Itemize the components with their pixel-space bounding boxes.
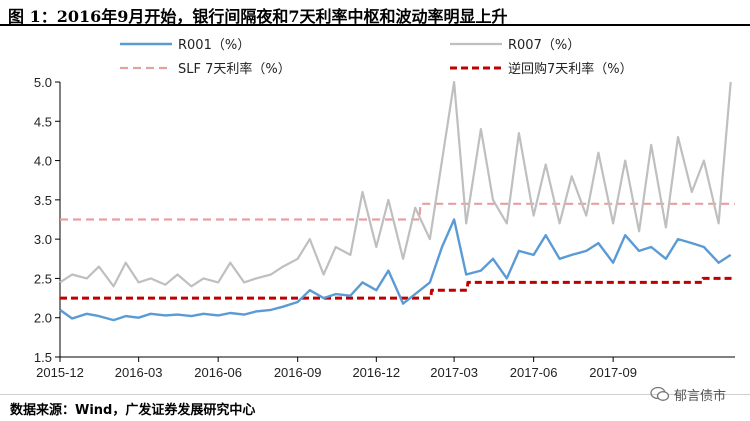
y-tick-label: 3.0 (34, 232, 52, 247)
x-tick-label: 2015-12 (36, 365, 84, 380)
chart-series-lines (59, 80, 735, 322)
x-tick-label: 2017-06 (510, 365, 558, 380)
y-tick-label: 4.0 (34, 154, 52, 169)
x-tick-label: 2017-03 (430, 365, 478, 380)
series-line-r001 (59, 218, 732, 322)
legend-label-reverse-repo: 逆回购7天利率（%） (508, 61, 633, 77)
y-tick-label: 5.0 (34, 75, 52, 90)
y-tick-label: 2.5 (34, 271, 52, 286)
figure-title-bar: 图 1：2016年9月开始，银行间隔夜和7天利率中枢和波动率明显上升 (0, 0, 750, 26)
chart-axes: 1.5 2.0 2.5 3.0 3.5 4.0 4.5 5.0 2015-12 2016-03 20… (34, 75, 735, 380)
figure-title: 图 1：2016年9月开始，银行间隔夜和7天利率中枢和波动率明显上升 (8, 7, 508, 26)
legend-label-r007: R007（%） (508, 38, 580, 53)
y-tick-label: 2.0 (34, 311, 52, 326)
y-tick-label: 4.5 (34, 114, 52, 129)
watermark: 郁言债市 (650, 383, 746, 405)
series-line-slf (60, 202, 735, 221)
series-line-r007 (59, 80, 732, 288)
x-tick-label: 2016-03 (115, 365, 163, 380)
x-tick-label: 2016-09 (274, 365, 322, 380)
source-note: 数据来源：Wind，广发证券发展研究中心 (10, 403, 256, 418)
watermark-text: 郁言债市 (674, 388, 727, 404)
legend-label-slf: SLF 7天利率（%） (178, 61, 291, 77)
source-divider (0, 394, 750, 395)
chart-legend: R001（%） R007（%） SLF 7天利率（%） 逆回购7天利率（%） (120, 38, 633, 77)
y-tick-label: 1.5 (34, 350, 52, 365)
wechat-icon (650, 386, 670, 402)
x-tick-label: 2016-06 (194, 365, 242, 380)
x-tick-label: 2016-12 (352, 365, 400, 380)
y-tick-label: 3.5 (34, 193, 52, 208)
series-line-reverse-repo (60, 276, 735, 300)
x-tick-label: 2017-09 (589, 365, 637, 380)
legend-label-r001: R001（%） (178, 38, 250, 53)
line-chart: 1.5 2.0 2.5 3.0 3.5 4.0 4.5 5.0 2015-12 2016-03 20… (34, 38, 735, 380)
